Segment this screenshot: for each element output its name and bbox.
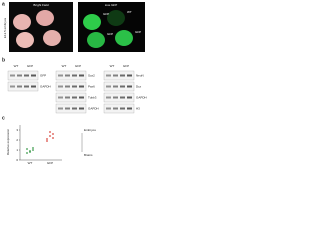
- x-tick-label: WT: [28, 161, 33, 165]
- band: [120, 85, 125, 88]
- x-tick-label: GFP: [47, 161, 53, 165]
- band: [106, 96, 111, 99]
- point: [32, 149, 34, 151]
- band: [58, 74, 63, 77]
- band: [79, 74, 84, 77]
- band: [72, 96, 77, 99]
- band: [120, 74, 125, 77]
- blot-frame: [55, 81, 87, 92]
- blot-column: WT: [62, 64, 67, 68]
- blot-row: Dcx: [136, 84, 142, 88]
- panel-label: b: [2, 57, 5, 63]
- blot-column: WT: [110, 64, 115, 68]
- embryos-bf: [13, 10, 61, 48]
- band: [24, 74, 29, 77]
- band: [72, 74, 77, 77]
- blot-frame: [103, 103, 135, 114]
- blot-column: GFP: [75, 64, 81, 68]
- blot-row: GAPDH: [136, 95, 147, 99]
- band: [120, 107, 125, 110]
- legend-text: Brains: [84, 153, 93, 157]
- blot-row: H3: [136, 106, 140, 110]
- point: [49, 135, 51, 137]
- band: [127, 96, 132, 99]
- legend-text: Embryos: [84, 128, 96, 132]
- blot-column: GFP: [27, 64, 33, 68]
- point: [52, 137, 54, 139]
- band: [17, 85, 22, 88]
- point: [46, 140, 48, 142]
- band: [113, 74, 118, 77]
- band: [106, 107, 111, 110]
- band: [17, 74, 22, 77]
- band: [58, 96, 63, 99]
- blot-row: GAPDH: [88, 106, 99, 110]
- y-tick-label: 0: [16, 158, 18, 162]
- band: [65, 74, 70, 77]
- blot-row: NeuN: [136, 73, 144, 77]
- blot-frame: [103, 81, 135, 92]
- figure: a E12.5 embryos Bright Field Live GFP GF…: [2, 1, 147, 165]
- point: [49, 131, 51, 133]
- side-label: E12.5 embryos: [3, 17, 7, 38]
- blot-frame: [55, 92, 87, 103]
- embryo-tag: WT: [127, 10, 132, 14]
- blot-column: GFP: [123, 64, 129, 68]
- point: [32, 147, 34, 149]
- image-title: Bright Field: [33, 3, 49, 7]
- blot-frame: [55, 103, 87, 114]
- band: [65, 107, 70, 110]
- y-tick-label: 3: [16, 128, 18, 132]
- band: [10, 74, 15, 77]
- band: [113, 107, 118, 110]
- blot-row: GFP: [40, 73, 46, 77]
- point: [29, 151, 31, 153]
- panel-label: a: [2, 1, 5, 7]
- band: [65, 96, 70, 99]
- band: [31, 74, 36, 77]
- y-label: Relative expression: [6, 129, 10, 156]
- blot-column: WT: [14, 64, 19, 68]
- band: [72, 85, 77, 88]
- band: [127, 85, 132, 88]
- band: [106, 85, 111, 88]
- blot-frame: [55, 70, 87, 81]
- blot-row: GAPDH: [40, 84, 51, 88]
- blot-frame: [103, 92, 135, 103]
- embryo-tag: GFP: [103, 12, 109, 16]
- blot-frame: [103, 70, 135, 81]
- band: [65, 85, 70, 88]
- blot-frame: [7, 70, 39, 81]
- point: [46, 138, 48, 140]
- embryo-tag: GFP: [135, 30, 141, 34]
- band: [79, 96, 84, 99]
- panel-label: c: [2, 115, 5, 121]
- blot-row: Sox2: [88, 73, 95, 77]
- band: [79, 85, 84, 88]
- blot-row: Tubb3: [88, 95, 97, 99]
- band: [31, 85, 36, 88]
- embryo-tag: GFP: [107, 32, 113, 36]
- point: [26, 152, 28, 154]
- embryos-gfp: [83, 10, 133, 48]
- blot-frame: [7, 81, 39, 92]
- band: [106, 74, 111, 77]
- point: [52, 133, 54, 135]
- point: [26, 148, 28, 150]
- y-tick-label: 1: [16, 148, 18, 152]
- band: [113, 96, 118, 99]
- band: [79, 107, 84, 110]
- band: [127, 107, 132, 110]
- band: [24, 85, 29, 88]
- band: [72, 107, 77, 110]
- image-title: Live GFP: [105, 3, 118, 7]
- y-tick-label: 2: [16, 138, 18, 142]
- band: [58, 85, 63, 88]
- band: [113, 85, 118, 88]
- band: [58, 107, 63, 110]
- band: [127, 74, 132, 77]
- band: [120, 96, 125, 99]
- blot-row: Pax6: [88, 84, 95, 88]
- band: [10, 85, 15, 88]
